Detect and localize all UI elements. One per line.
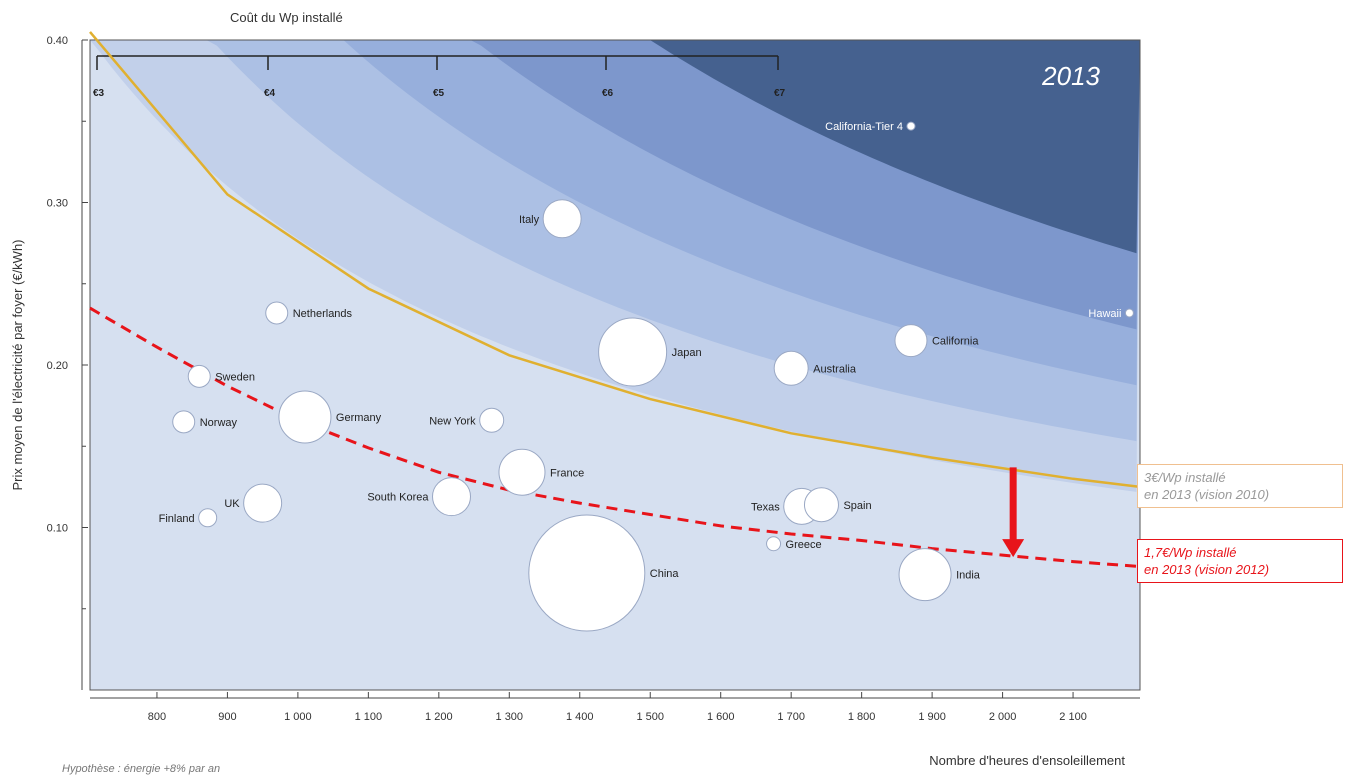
cost-tick-label: €4 bbox=[264, 88, 276, 99]
cost-curves bbox=[89, 31, 1141, 568]
x-tick-label: 1 900 bbox=[918, 711, 946, 723]
bubble-sweden bbox=[187, 364, 211, 388]
y-tick-label: 0.30 bbox=[47, 198, 68, 210]
bubble-south-korea bbox=[432, 477, 472, 517]
x-tick-label: 2 000 bbox=[989, 711, 1017, 723]
bubble-spain bbox=[803, 487, 839, 523]
bubble-label: California-Tier 4 bbox=[825, 121, 903, 133]
y-axis-title: Prix moyen de l'électricité par foyer (€… bbox=[10, 239, 25, 490]
bubble-label: Germany bbox=[336, 412, 382, 424]
cost-tick-label: €5 bbox=[433, 88, 445, 99]
bubble-label: UK bbox=[224, 498, 240, 510]
plot-border bbox=[89, 39, 1141, 691]
cost-tick-label: €7 bbox=[774, 88, 786, 99]
bubble-label: Hawaii bbox=[1088, 308, 1121, 320]
footnote: Hypothèse : énergie +8% par an bbox=[62, 763, 220, 775]
bubble-norway bbox=[172, 410, 196, 434]
bubble-australia bbox=[773, 350, 809, 386]
axes: 800 900 1 000 1 100 1 200 1 300 1 400 1 500 1 60… bbox=[47, 35, 1140, 723]
bubble-label: Italy bbox=[519, 214, 540, 226]
callout-vision-2012: 1,7€/Wp installé en 2013 (vision 2012) bbox=[1137, 539, 1343, 583]
bubble-label: Finland bbox=[159, 513, 195, 525]
callout-2012-line2: en 2013 (vision 2012) bbox=[1144, 562, 1270, 577]
bubble-label: Greece bbox=[786, 539, 822, 551]
bubble-label: Norway bbox=[200, 417, 238, 429]
bubble-uk bbox=[243, 483, 283, 523]
bubble-label: South Korea bbox=[367, 492, 429, 504]
x-tick-label: 1 700 bbox=[777, 711, 805, 723]
bubble-label: California bbox=[932, 336, 979, 348]
x-tick-label: 1 400 bbox=[566, 711, 594, 723]
bubble-japan bbox=[598, 317, 668, 387]
y-tick-label: 0.20 bbox=[47, 360, 68, 372]
price-bands bbox=[90, 40, 1140, 690]
curve-vision-2010 bbox=[89, 31, 1141, 489]
arrow-head bbox=[1002, 539, 1025, 558]
bubble-label: New York bbox=[429, 415, 476, 427]
x-tick-label: 1 100 bbox=[355, 711, 383, 723]
cost-tick-label: €6 bbox=[602, 88, 614, 99]
x-tick-label: 1 500 bbox=[636, 711, 664, 723]
y-tick-label: 0.40 bbox=[47, 35, 68, 47]
bubble-label: Japan bbox=[672, 347, 702, 359]
cost-tick-label: €3 bbox=[93, 88, 105, 99]
callout-vision-2010: 3€/Wp installé en 2013 (vision 2010) bbox=[1137, 464, 1343, 508]
bubble-finland bbox=[198, 508, 218, 528]
bubble-california bbox=[894, 324, 928, 358]
bubble-label: Spain bbox=[843, 500, 871, 512]
curve-vision-2012 bbox=[89, 306, 1141, 568]
x-tick-label: 2 100 bbox=[1059, 711, 1087, 723]
bubble-china bbox=[528, 514, 646, 632]
x-tick-label: 1 800 bbox=[848, 711, 876, 723]
bubble-hawaii bbox=[1124, 308, 1134, 318]
top-axis-title: Coût du Wp installé bbox=[230, 10, 343, 25]
callout-2010-line2: en 2013 (vision 2010) bbox=[1144, 487, 1270, 502]
bubble-italy bbox=[542, 199, 582, 239]
bubble-label: Sweden bbox=[215, 371, 255, 383]
bubble-france bbox=[498, 448, 546, 496]
bubble-label: France bbox=[550, 467, 584, 479]
bubble-california-tier-4 bbox=[906, 121, 916, 131]
year-label: 2013 bbox=[1041, 61, 1100, 91]
plot-frame: €3 €4 €5 €6 €7 bbox=[89, 39, 1141, 691]
bubble-greece bbox=[766, 536, 782, 552]
y-tick-label: 0.10 bbox=[47, 523, 68, 535]
x-tick-label: 1 600 bbox=[707, 711, 735, 723]
x-tick-label: 900 bbox=[218, 711, 236, 723]
x-tick-label: 1 000 bbox=[284, 711, 312, 723]
band-6 bbox=[90, 40, 1140, 254]
bubble-label: Australia bbox=[813, 363, 857, 375]
callout-2012-line1: 1,7€/Wp installé bbox=[1144, 545, 1237, 560]
bubble-india bbox=[898, 548, 952, 602]
bubble-label: India bbox=[956, 570, 981, 582]
bubble-germany bbox=[278, 390, 332, 444]
x-axis-title: Nombre d'heures d'ensoleillement bbox=[929, 753, 1125, 768]
bubble-netherlands bbox=[265, 301, 289, 325]
x-tick-label: 1 200 bbox=[425, 711, 453, 723]
bubbles: California-Tier 4 Italy Netherlands Hawaii C… bbox=[159, 121, 1134, 632]
callout-2010-line1: 3€/Wp installé bbox=[1144, 470, 1226, 485]
x-tick-label: 800 bbox=[148, 711, 166, 723]
bubble-label: Netherlands bbox=[293, 308, 353, 320]
bubble-label: China bbox=[650, 568, 680, 580]
x-tick-label: 1 300 bbox=[496, 711, 524, 723]
bubble-label: Texas bbox=[751, 501, 780, 513]
bubble-new-york bbox=[479, 407, 505, 433]
